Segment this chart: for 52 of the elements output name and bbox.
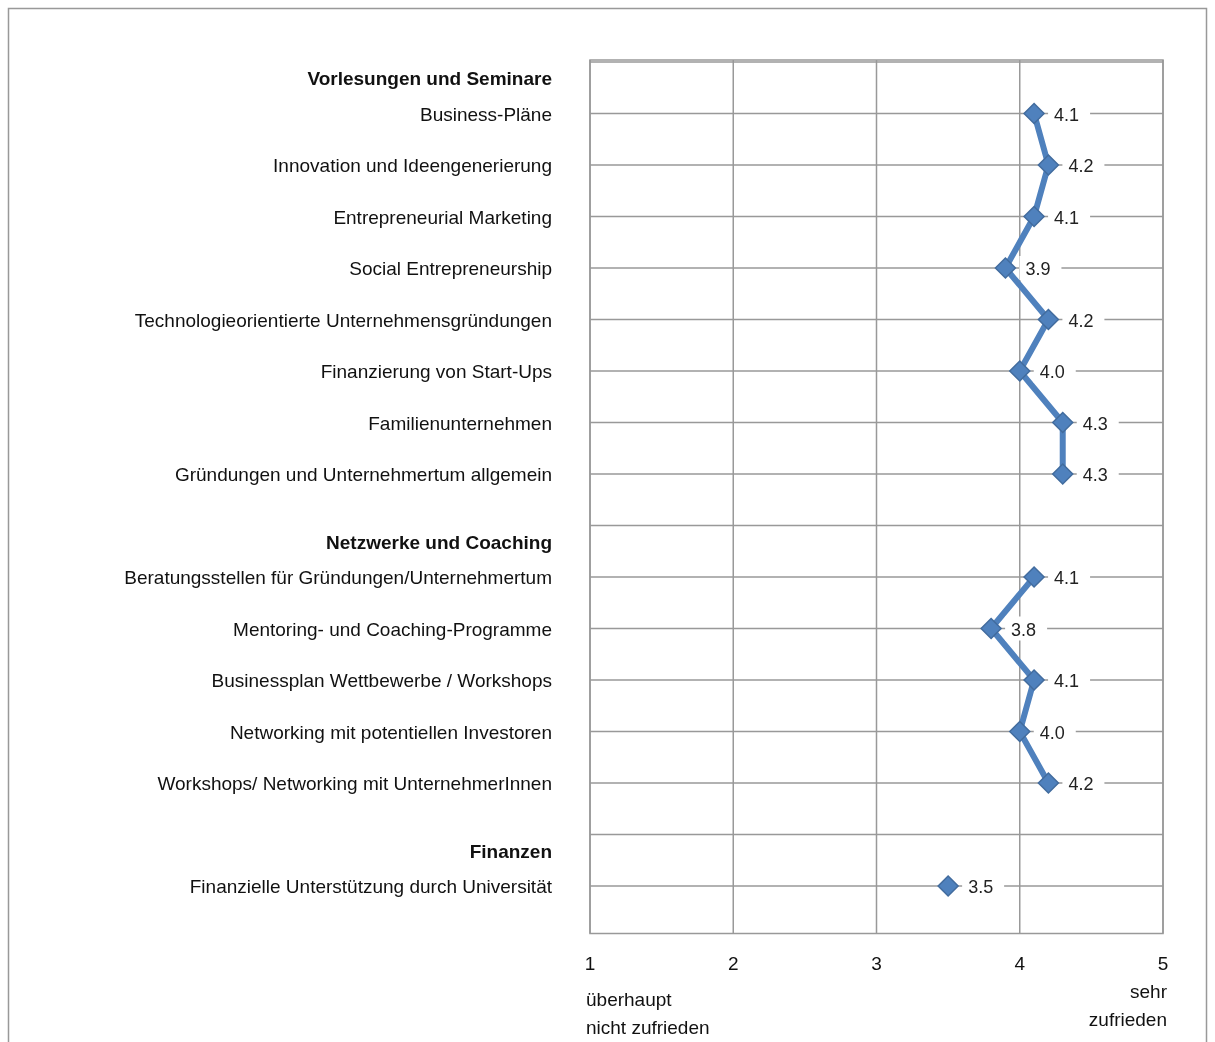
data-label: 4.3 <box>1082 465 1108 485</box>
y-tick-label: Technologieorientierte Unternehmensgründungen <box>134 309 552 331</box>
text: sehr zufrieden <box>1088 980 1168 1030</box>
y-tick-label: Mentoring- und Coaching-Programme <box>233 618 552 640</box>
data-label: 4.0 <box>1039 722 1065 743</box>
point <box>1023 102 1045 125</box>
y-tick-label: Finanzierung von Start-Ups <box>320 361 552 382</box>
point <box>994 257 1017 279</box>
y-tick-label: Gründungen und Unternehmertum allgemein <box>174 464 552 485</box>
x-tick-label: 3 <box>871 952 882 974</box>
y-tick-label: Networking mit potentiellen Investoren <box>229 721 552 743</box>
data-label: 3.9 <box>1025 259 1051 279</box>
y-tick-label: Business-Pläne <box>419 103 552 125</box>
y-tick-label: Netzwerke und Coaching <box>326 531 552 553</box>
point <box>1037 308 1060 331</box>
data-label: 4.1 <box>1054 207 1080 228</box>
data-label: 4.3 <box>1082 413 1108 434</box>
data-label: 4.0 <box>1039 362 1065 382</box>
x-tick-label: 2 <box>727 952 739 974</box>
data-label: 3.8 <box>1011 619 1037 640</box>
x-tick-label: 4 <box>1014 952 1026 974</box>
y-tick-label: Finanzielle Unterstützung durch Universität <box>189 876 553 897</box>
y-tick-label: Workshops/ Networking mit UnternehmerInnen <box>157 773 552 794</box>
point <box>1009 720 1031 743</box>
point <box>1037 154 1060 176</box>
point <box>1023 205 1045 228</box>
y-tick-label: Entrepreneurial Marketing <box>333 206 552 228</box>
y-tick-label: Social Entrepreneurship <box>349 258 552 279</box>
point <box>1009 360 1031 382</box>
data-label: 4.2 <box>1068 156 1094 176</box>
x-tick-label: 1 <box>584 952 596 974</box>
y-tick-label: Innovation und Ideengenerierung <box>273 155 552 176</box>
data-label: 4.2 <box>1068 774 1094 794</box>
point <box>1051 463 1074 485</box>
text: überhaupt nicht zufrieden <box>586 988 710 1038</box>
y-tick-label: Familienunternehmen <box>368 412 552 434</box>
y-tick-label: Vorlesungen und Seminare <box>307 68 552 89</box>
point <box>1037 772 1060 794</box>
y-tick-label: Finanzen <box>469 840 552 862</box>
data-label: 3.5 <box>968 877 994 897</box>
data-label: 4.1 <box>1054 671 1080 691</box>
point <box>1023 566 1045 588</box>
data-label: 4.1 <box>1054 568 1080 588</box>
y-tick-label: Beratungsstellen für Gründungen/Unternehmertum <box>124 567 552 588</box>
point <box>1023 669 1045 691</box>
data-label: 4.1 <box>1054 104 1080 125</box>
y-tick-label: Businessplan Wettbewerbe / Workshops <box>211 670 552 691</box>
data-label: 4.2 <box>1068 310 1094 331</box>
x-tick-label: 5 <box>1157 952 1169 974</box>
point <box>937 875 959 897</box>
point <box>1051 411 1074 434</box>
point <box>980 617 1002 640</box>
